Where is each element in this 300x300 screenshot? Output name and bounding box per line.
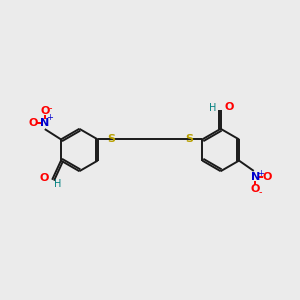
Text: S: S	[185, 134, 193, 144]
Text: O: O	[40, 106, 50, 116]
Text: -: -	[259, 187, 262, 197]
Text: +: +	[46, 113, 53, 122]
Text: N: N	[40, 118, 50, 128]
Text: H: H	[54, 179, 62, 189]
Text: N: N	[250, 172, 260, 182]
Text: O: O	[224, 102, 234, 112]
Text: O: O	[39, 173, 49, 183]
Text: O: O	[29, 118, 38, 128]
Text: H: H	[209, 103, 216, 113]
Text: +: +	[257, 169, 264, 178]
Text: O: O	[262, 172, 272, 182]
Text: -: -	[48, 103, 52, 113]
Text: S: S	[107, 134, 115, 144]
Text: O: O	[250, 184, 260, 194]
